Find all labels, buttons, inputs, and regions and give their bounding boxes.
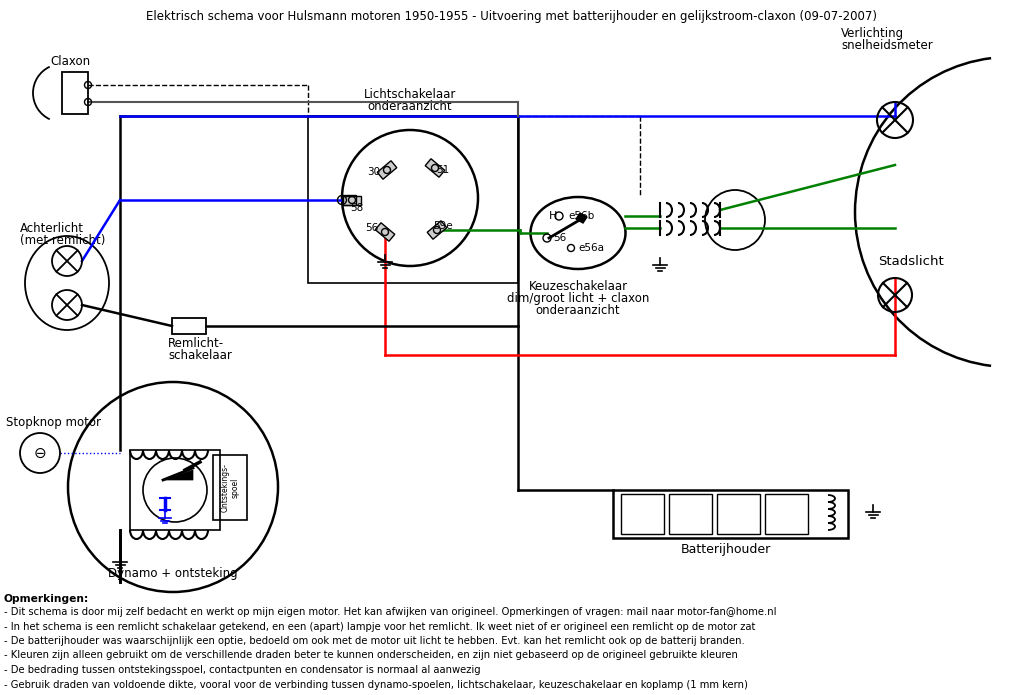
Bar — [213, 455, 247, 520]
Text: - De bedrading tussen ontstekingsspoel, contactpunten en condensator is normaal : - De bedrading tussen ontstekingsspoel, … — [4, 665, 480, 675]
Polygon shape — [343, 195, 361, 204]
Text: Keuzeschakelaar: Keuzeschakelaar — [528, 280, 628, 293]
Bar — [130, 450, 220, 530]
Text: snelheidsmeter: snelheidsmeter — [841, 39, 933, 52]
Polygon shape — [425, 158, 444, 177]
Text: 51: 51 — [436, 165, 450, 175]
Text: e56a: e56a — [578, 243, 604, 253]
Text: Verlichting: Verlichting — [841, 27, 904, 40]
Polygon shape — [375, 223, 395, 241]
Text: - In het schema is een remlicht schakelaar getekend, en een (apart) lampje voor : - In het schema is een remlicht schakela… — [4, 621, 756, 632]
Text: - Gebruik draden van voldoende dikte, vooral voor de verbinding tussen dynamo-sp: - Gebruik draden van voldoende dikte, vo… — [4, 680, 748, 689]
Text: onderaanzicht: onderaanzicht — [368, 100, 453, 113]
Text: 30: 30 — [368, 167, 381, 177]
Bar — [308, 116, 518, 283]
Text: 56: 56 — [366, 223, 379, 233]
Text: Lichtschakelaar: Lichtschakelaar — [364, 88, 456, 101]
Text: 58: 58 — [350, 203, 364, 213]
Bar — [172, 318, 206, 334]
Polygon shape — [427, 221, 446, 239]
Text: Ontstekings-
spoel: Ontstekings- spoel — [220, 463, 240, 512]
Polygon shape — [377, 161, 396, 179]
Text: - Dit schema is door mij zelf bedacht en werkt op mijn eigen motor. Het kan afwi: - Dit schema is door mij zelf bedacht en… — [4, 607, 776, 617]
Text: - Kleuren zijn alleen gebruikt om de verschillende draden beter te kunnen onders: - Kleuren zijn alleen gebruikt om de ver… — [4, 651, 738, 660]
Text: onderaanzicht: onderaanzicht — [536, 304, 621, 317]
Text: Claxon: Claxon — [50, 55, 90, 68]
Bar — [613, 490, 848, 538]
Text: (met remlicht): (met remlicht) — [20, 234, 105, 247]
Text: Batterijhouder: Batterijhouder — [681, 543, 771, 556]
Text: H: H — [549, 211, 557, 221]
Text: Remlicht-: Remlicht- — [168, 337, 224, 350]
Text: Elektrisch schema voor Hulsmann motoren 1950-1955 - Uitvoering met batterijhoude: Elektrisch schema voor Hulsmann motoren … — [146, 10, 878, 23]
Bar — [765, 494, 808, 534]
Text: 56: 56 — [553, 233, 566, 243]
Text: Stadslicht: Stadslicht — [878, 255, 944, 268]
Bar — [621, 494, 664, 534]
Text: Achterlicht: Achterlicht — [20, 222, 84, 235]
Bar — [62, 72, 88, 114]
Bar — [342, 195, 356, 205]
Text: dim/groot licht + claxon: dim/groot licht + claxon — [507, 292, 649, 305]
Text: ⊖: ⊖ — [34, 445, 46, 461]
Polygon shape — [163, 470, 193, 480]
Text: - De batterijhouder was waarschijnlijk een optie, bedoeld om ook met de motor ui: - De batterijhouder was waarschijnlijk e… — [4, 636, 744, 646]
Text: Opmerkingen:: Opmerkingen: — [4, 594, 89, 604]
Polygon shape — [575, 213, 587, 223]
Text: e56b: e56b — [568, 211, 594, 221]
Bar — [717, 494, 760, 534]
Text: Dynamo + ontsteking: Dynamo + ontsteking — [109, 567, 238, 580]
Text: Stopknop motor: Stopknop motor — [6, 416, 101, 429]
Text: 59e: 59e — [433, 221, 453, 231]
Text: schakelaar: schakelaar — [168, 349, 231, 362]
Bar — [669, 494, 712, 534]
